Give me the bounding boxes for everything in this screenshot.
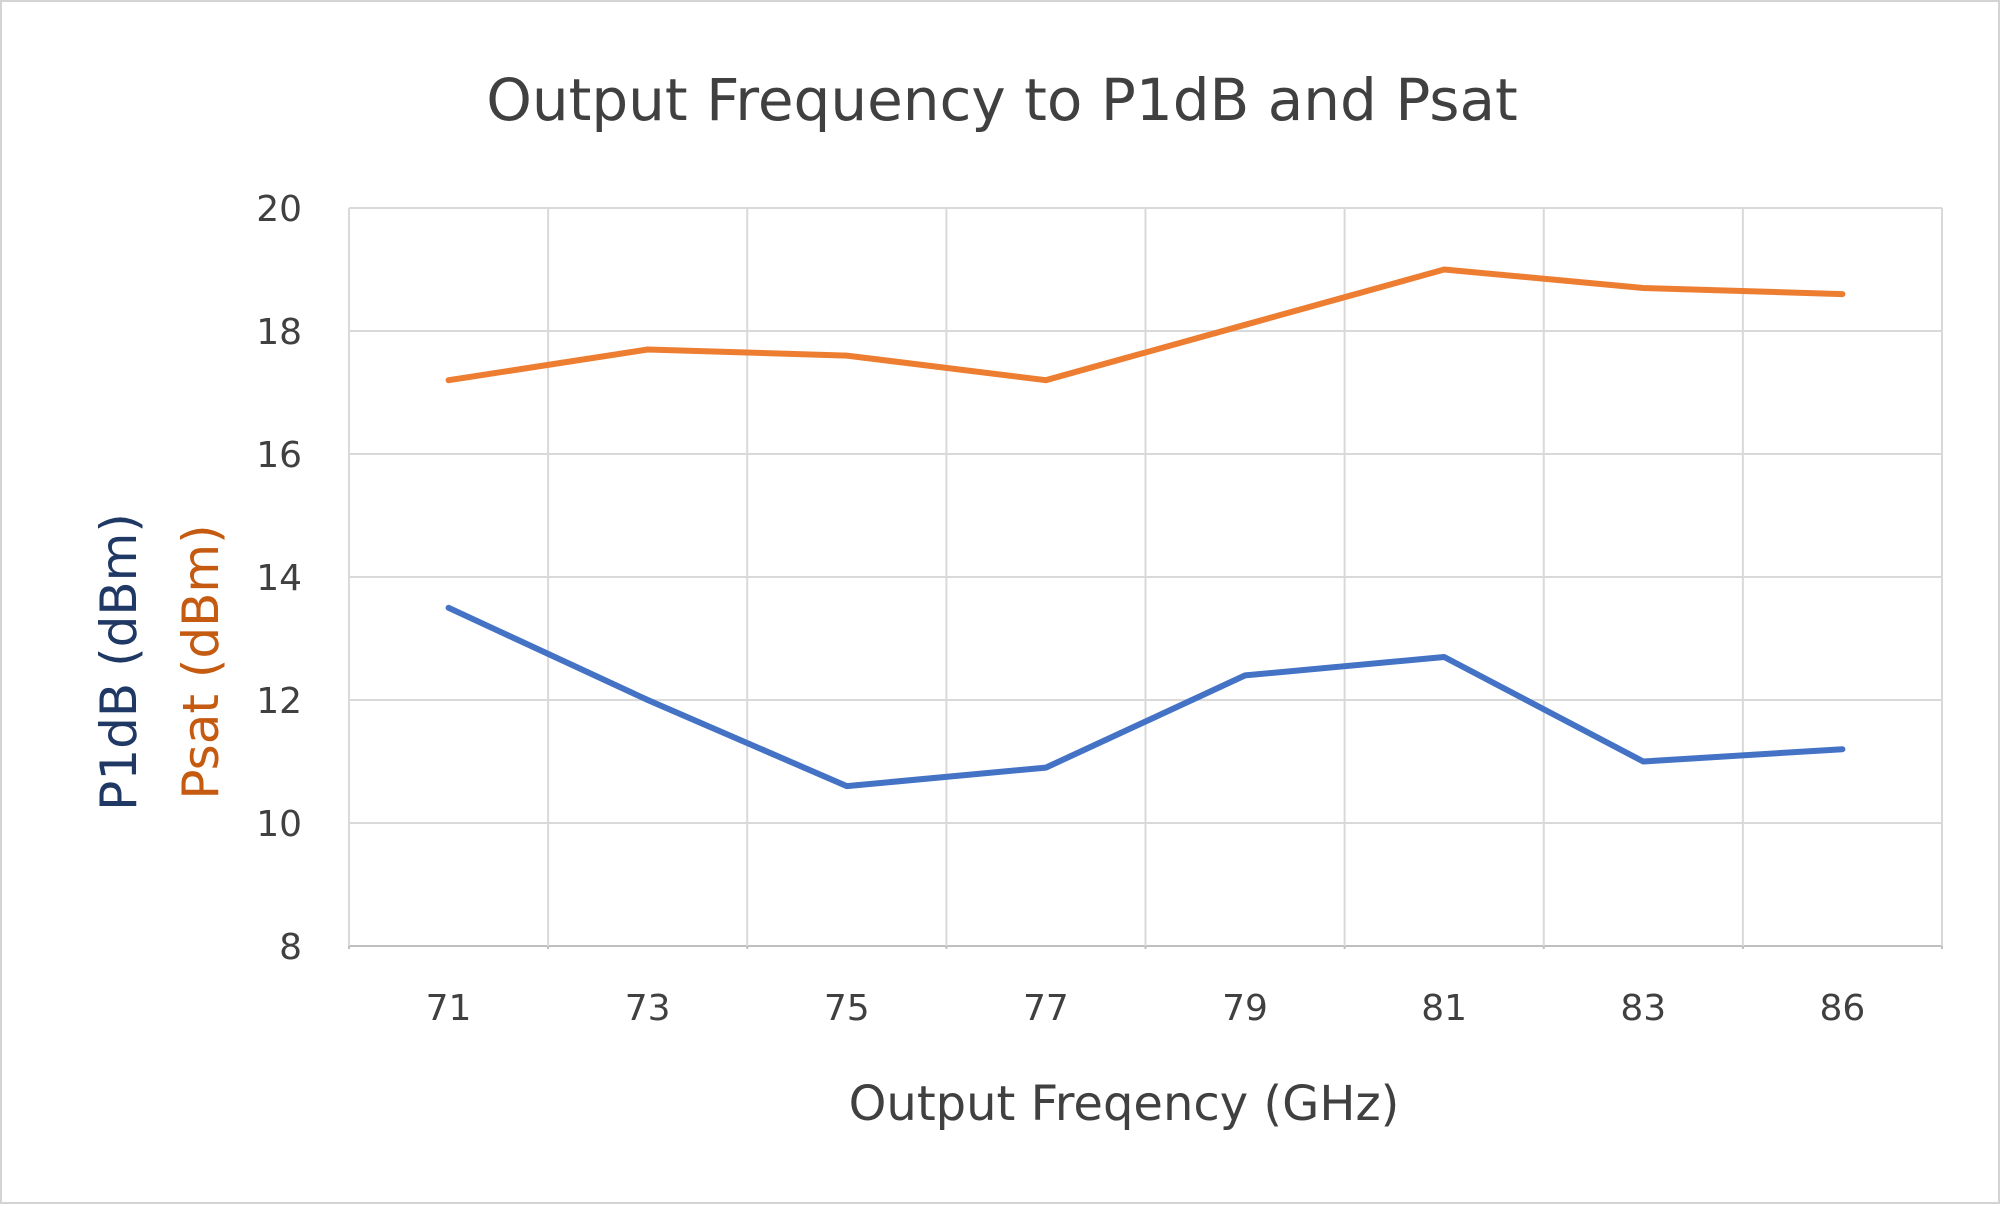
data-point-p1db (1244, 674, 1247, 677)
y-tick-label: 14 (256, 558, 302, 599)
y-tick-label: 16 (256, 435, 302, 476)
x-tick-label: 79 (1222, 988, 1268, 1029)
y-tick-label: 12 (256, 681, 302, 722)
x-tick-label: 83 (1620, 988, 1666, 1029)
y-tick-label: 20 (256, 189, 302, 230)
x-tick-label: 75 (824, 988, 870, 1029)
data-point-psat (1841, 293, 1844, 296)
x-tick-label: 73 (625, 988, 671, 1029)
data-point-p1db (447, 606, 450, 609)
series-lines (445, 266, 1846, 790)
y-tick-labels: 8 10 12 14 16 18 20 (256, 189, 302, 968)
y-axis-title-psat: Psat (dBm) (172, 524, 230, 799)
y-tick-label: 10 (256, 804, 302, 845)
data-point-psat (1244, 323, 1247, 326)
data-point-p1db (1642, 760, 1645, 763)
data-point-psat (845, 354, 848, 357)
plot-grid (348, 207, 1943, 949)
y-tick-label: 18 (256, 312, 302, 353)
x-tick-label: 77 (1023, 988, 1069, 1029)
y-axis-title-2: Psat (dBm) (172, 524, 230, 799)
data-point-p1db (845, 785, 848, 788)
y-tick-label: 8 (279, 927, 302, 968)
data-point-psat (447, 379, 450, 382)
series-line-psat (445, 266, 1846, 384)
data-point-p1db (646, 699, 649, 701)
chart-title: Output Frequency to P1dB and Psat (486, 66, 1518, 134)
y-axis-title-1: P1dB (dBm) (90, 513, 148, 811)
x-tick-label: 71 (426, 988, 472, 1029)
x-tick-label: 81 (1421, 988, 1467, 1029)
series-line-p1db (445, 604, 1846, 790)
data-point-psat (646, 348, 649, 351)
x-axis-title: Output Freqency (GHz) (849, 1076, 1400, 1132)
x-tick-label: 86 (1820, 988, 1866, 1029)
data-point-p1db (1044, 766, 1047, 769)
data-point-p1db (1443, 655, 1446, 658)
data-point-p1db (1841, 748, 1844, 751)
data-point-psat (1443, 268, 1446, 271)
data-point-psat (1642, 286, 1645, 289)
data-point-psat (1044, 379, 1047, 382)
y-axis-title-p1db: P1dB (dBm) (90, 513, 148, 811)
x-tick-labels: 71 73 75 77 79 81 83 86 (426, 988, 1866, 1029)
